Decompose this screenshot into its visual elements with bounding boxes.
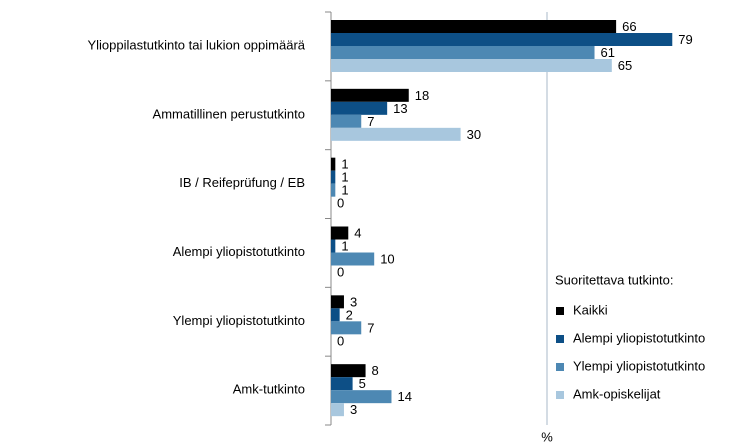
value-label: 79: [678, 32, 692, 47]
legend-title: Suoritettava tutkinto:: [555, 272, 674, 287]
legend-swatch: [556, 335, 564, 343]
bar: [331, 295, 344, 309]
bar: [331, 46, 595, 59]
bar: [331, 390, 392, 404]
y-tick-label: IB / Reifeprüfung / EB: [179, 175, 305, 190]
legend-swatch: [556, 391, 564, 399]
value-label: 7: [367, 320, 374, 335]
bar: [331, 20, 617, 33]
bar: [331, 33, 673, 46]
bar: [331, 308, 340, 322]
value-label: 10: [380, 251, 394, 266]
value-label: 14: [397, 389, 411, 404]
bar: [331, 252, 375, 266]
value-label: 7: [367, 114, 374, 129]
value-label: 8: [372, 363, 379, 378]
y-tick-label: Ylioppilastutkinto tai lukion oppimäärä: [87, 37, 305, 52]
bar: [331, 364, 366, 378]
bar: [331, 239, 336, 253]
value-label: 30: [467, 127, 481, 142]
value-label: 13: [393, 101, 407, 116]
y-tick-label: Ylempi yliopistotutkinto: [173, 313, 305, 328]
value-label: 1: [341, 183, 348, 198]
bar: [331, 403, 344, 417]
value-label: 1: [341, 170, 348, 185]
bar: [331, 183, 336, 197]
legend-swatch: [556, 363, 564, 371]
legend-label: Amk-opiskelijat: [573, 386, 661, 401]
bar: [331, 127, 461, 141]
value-label: 2: [346, 307, 353, 322]
legend-label: Kaikki: [573, 302, 608, 317]
y-tick-label: Alempi yliopistotutkinto: [173, 244, 305, 259]
value-label: 18: [415, 88, 429, 103]
value-label: 0: [337, 264, 344, 279]
value-label: 4: [354, 225, 361, 240]
legend-swatch: [556, 307, 564, 315]
bar: [331, 226, 349, 240]
value-label: 1: [341, 238, 348, 253]
value-label: 66: [622, 19, 636, 34]
bar: [331, 377, 353, 391]
value-label: 65: [618, 58, 632, 73]
bar: [331, 59, 612, 72]
x-axis-label: %: [541, 429, 553, 444]
value-label: 0: [337, 333, 344, 348]
y-tick-label: Ammatillinen perustutkinto: [153, 106, 305, 121]
value-label: 5: [359, 376, 366, 391]
bar: [331, 88, 409, 102]
legend-label: Ylempi yliopistotutkinto: [573, 358, 705, 373]
value-label: 3: [350, 402, 357, 417]
bar: [331, 157, 336, 171]
bar: [331, 101, 388, 115]
legend-label: Alempi yliopistotutkinto: [573, 330, 705, 345]
bar: [331, 170, 336, 184]
bar: [331, 114, 362, 128]
bar: [331, 321, 362, 335]
value-label: 3: [350, 294, 357, 309]
value-label: 1: [341, 157, 348, 172]
value-label: 61: [601, 45, 615, 60]
value-label: 0: [337, 196, 344, 211]
y-tick-label: Amk-tutkinto: [233, 382, 305, 397]
